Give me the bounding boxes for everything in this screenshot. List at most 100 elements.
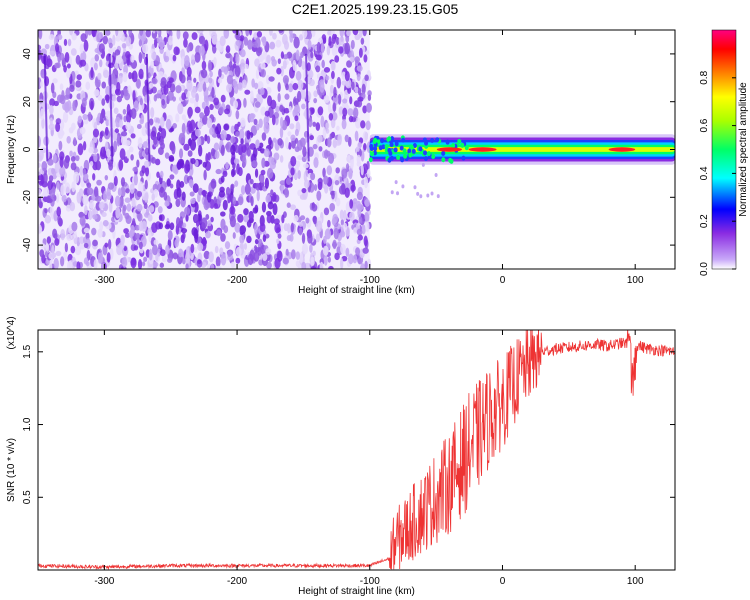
- noise-speckle: [107, 182, 115, 190]
- noise-speckle: [161, 254, 167, 263]
- noise-speckle: [269, 30, 273, 37]
- noise-speckle: [67, 38, 72, 47]
- noise-speckle: [234, 222, 241, 233]
- carrier-peak: [468, 147, 497, 152]
- noise-speckle: [284, 93, 290, 100]
- noise-speckle: [254, 101, 261, 108]
- noise-speckle: [145, 166, 150, 177]
- noise-speckle: [172, 122, 178, 129]
- noise-speckle: [210, 32, 218, 40]
- noise-speckle: [296, 155, 303, 161]
- carrier-speckle: [451, 143, 456, 149]
- noise-speckle: [269, 161, 276, 170]
- noise-speckle: [183, 38, 188, 48]
- noise-speckle: [235, 246, 242, 257]
- noise-speckle: [160, 128, 167, 139]
- noise-speckle: [118, 242, 125, 250]
- noise-speckle: [298, 34, 304, 41]
- noise-speckle: [67, 260, 73, 269]
- noise-speckle: [179, 180, 185, 188]
- noise-speckle: [138, 149, 144, 158]
- noise-speckle: [334, 252, 340, 261]
- noise-speckle: [234, 123, 239, 132]
- noise-speckle: [241, 79, 247, 89]
- noise-speckle: [175, 198, 181, 208]
- noise-speckle: [333, 86, 337, 98]
- noise-speckle: [363, 143, 367, 151]
- noise-speckle: [320, 115, 325, 128]
- noise-speckle: [141, 261, 146, 267]
- noise-speckle: [194, 128, 201, 137]
- noise-speckle: [89, 160, 94, 167]
- noise-speckle: [216, 229, 222, 237]
- noise-speckle: [244, 183, 251, 195]
- noise-speckle: [272, 137, 277, 143]
- noise-speckle: [90, 100, 94, 111]
- noise-speckle: [323, 66, 331, 73]
- noise-speckle: [305, 217, 310, 224]
- noise-speckle: [312, 121, 317, 127]
- noise-speckle: [52, 78, 58, 84]
- noise-speckle: [88, 199, 95, 209]
- noise-speckle: [362, 105, 368, 114]
- noise-speckle: [80, 50, 87, 63]
- noise-speckle: [70, 48, 77, 56]
- noise-speckle: [119, 119, 124, 128]
- noise-speckle: [346, 60, 352, 68]
- noise-speckle: [240, 138, 244, 145]
- noise-speckle: [49, 188, 56, 198]
- noise-speckle: [92, 173, 96, 181]
- noise-speckle: [128, 30, 133, 37]
- noise-speckle: [206, 192, 212, 203]
- noise-speckle: [199, 112, 205, 119]
- noise-speckle: [106, 252, 111, 263]
- noise-speckle: [106, 191, 112, 200]
- noise-speckle: [321, 59, 325, 69]
- carrier-speckle: [421, 162, 425, 167]
- noise-speckle: [247, 39, 253, 50]
- noise-speckle: [317, 181, 323, 191]
- noise-speckle: [230, 144, 236, 156]
- noise-speckle: [269, 41, 276, 50]
- noise-speckle: [41, 117, 45, 129]
- noise-speckle: [262, 234, 267, 243]
- noise-speckle: [121, 42, 127, 49]
- carrier-speckle: [461, 155, 466, 161]
- noise-speckle: [323, 254, 328, 266]
- noise-speckle: [83, 257, 89, 265]
- noise-streak: [43, 53, 49, 162]
- noise-speckle: [284, 137, 289, 149]
- noise-speckle: [160, 142, 165, 150]
- noise-speckle: [46, 58, 53, 68]
- noise-speckle: [244, 89, 251, 95]
- carrier-speckle: [401, 184, 405, 189]
- noise-speckle: [237, 166, 243, 177]
- noise-speckle: [349, 96, 353, 105]
- noise-speckle: [61, 194, 67, 203]
- noise-speckle: [239, 225, 247, 234]
- noise-speckle: [261, 132, 267, 141]
- noise-speckle: [73, 171, 80, 184]
- noise-speckle: [131, 197, 137, 207]
- noise-speckle: [165, 118, 172, 130]
- noise-speckle: [287, 131, 292, 137]
- noise-speckle: [220, 218, 226, 230]
- noise-speckle: [71, 32, 77, 41]
- noise-speckle: [334, 55, 340, 63]
- noise-speckle: [213, 97, 220, 106]
- noise-speckle: [225, 186, 231, 196]
- carrier-speckle: [373, 146, 378, 152]
- noise-speckle: [144, 179, 148, 190]
- noise-speckle: [57, 214, 62, 225]
- noise-speckle: [225, 45, 231, 54]
- noise-speckle: [301, 261, 307, 269]
- noise-speckle: [295, 49, 300, 61]
- noise-speckle: [337, 133, 343, 145]
- noise-speckle: [76, 74, 82, 81]
- carrier-peak: [608, 147, 636, 152]
- noise-speckle: [51, 252, 57, 259]
- noise-speckle: [356, 228, 363, 236]
- noise-speckle: [53, 258, 59, 269]
- noise-speckle: [130, 224, 135, 237]
